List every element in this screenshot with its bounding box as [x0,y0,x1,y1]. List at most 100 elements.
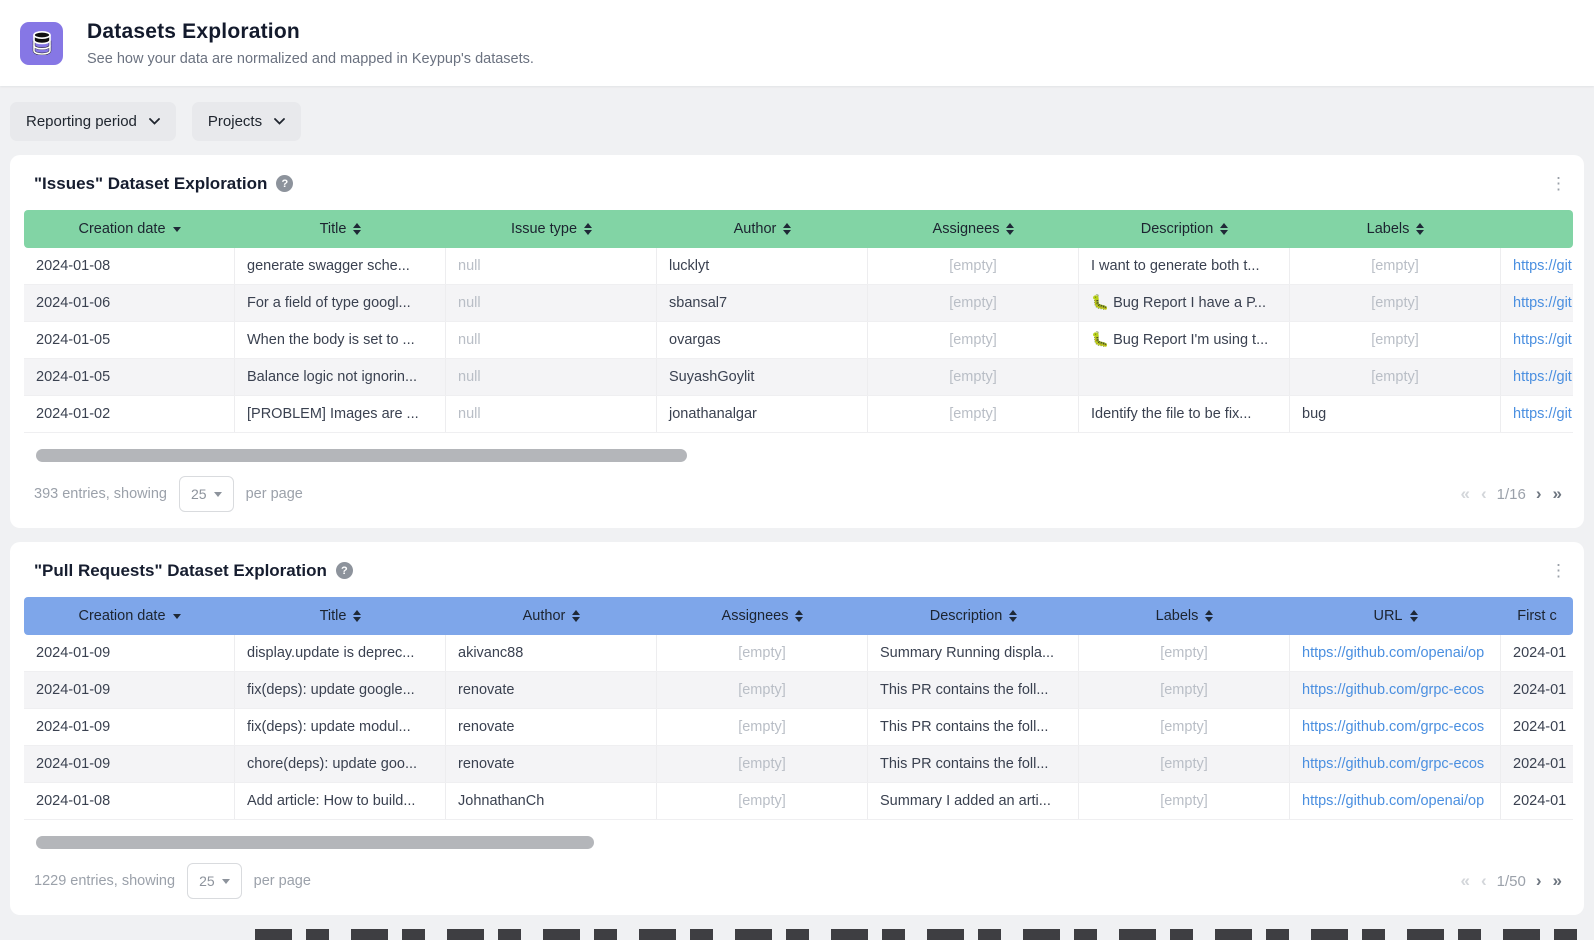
previous-page-button[interactable]: ‹ [1480,484,1487,503]
url-link[interactable]: https://github.com/openai/op [1290,783,1501,819]
column-header[interactable]: Labels [1290,210,1501,248]
help-icon[interactable]: ? [276,175,294,192]
page-header: Datasets Exploration See how your data a… [0,0,1594,86]
column-header[interactable]: Labels [1079,597,1290,635]
table-cell: [empty] [1290,359,1501,395]
table-cell: ovargas [657,322,868,358]
column-header-label: Labels [1366,221,1410,237]
table-row: 2024-01-05 Balance logic not ignorin... nu… [24,359,1573,396]
help-icon[interactable]: ? [335,562,353,579]
last-page-button[interactable]: » [1552,871,1562,890]
page-title: Datasets Exploration [87,19,300,43]
kebab-menu-icon[interactable]: ⋮ [1544,173,1573,194]
table-cell: This PR contains the foll... [868,672,1079,708]
table-cell: 2024-01 [1513,682,1567,698]
table-row: 2024-01-09 fix(deps): update google... ren… [24,672,1573,709]
url-link[interactable]: https://github.com/grpc-ecos [1290,709,1501,745]
url-link[interactable]: https://github.com/grpc-ecos [1290,672,1501,708]
table-cell: 2024-01-09 [24,746,235,782]
table-row: 2024-01-09 chore(deps): update goo... reno… [24,746,1573,783]
column-header[interactable]: URL [1290,597,1501,635]
column-header-label: Title [319,608,347,624]
table-cell [1079,359,1290,395]
horizontal-scrollbar[interactable] [36,449,687,462]
table-cell: 2024-01-08 [24,248,235,284]
table-cell: 2024-01-09 [24,672,235,708]
table-cell: JohnathanCh [446,783,657,819]
reporting-period-filter-label: Reporting period [26,113,137,130]
pull-requests-table-body: 2024-01-09 display.update is deprec... aki… [24,635,1573,820]
url-link[interactable]: https://git [1513,406,1572,422]
page-size-select[interactable]: 25 [187,863,242,899]
table-cell: 2024-01-06 [24,285,235,321]
column-header[interactable]: Description [1079,210,1290,248]
url-link[interactable]: https://git [1513,332,1572,348]
url-link[interactable]: https://github.com/grpc-ecos [1290,746,1501,782]
table-cell: 🐛 Bug Report I'm using t... [1079,322,1290,358]
table-cell: sbansal7 [657,285,868,321]
page-size-select[interactable]: 25 [179,476,234,512]
horizontal-scrollbar[interactable] [36,836,594,849]
table-row: 2024-01-06 For a field of type googl... nu… [24,285,1573,322]
column-header-label: Issue type [510,221,578,237]
column-header[interactable]: Assignees [657,597,868,635]
next-page-button[interactable]: › [1535,871,1542,890]
page-subtitle: See how your data are normalized and map… [87,50,534,67]
page-size-value: 25 [199,873,215,889]
pagination: « ‹ 1/16 › » [1460,484,1563,504]
url-link[interactable]: https://git [1513,295,1572,311]
table-cell: [empty] [657,746,868,782]
table-cell: chore(deps): update goo... [235,746,446,782]
table-cell: 2024-01-09 [24,635,235,671]
cutoff-content-strip [255,929,1594,940]
url-link[interactable]: https://github.com/openai/op [1290,635,1501,671]
table-cell: I want to generate both t... [1079,248,1290,284]
reporting-period-filter-button[interactable]: Reporting period [10,102,176,141]
sort-arrows-icon [783,223,792,235]
column-header[interactable]: Author [446,597,657,635]
pagination: « ‹ 1/50 › » [1460,871,1563,891]
table-cell: 2024-01-08 [24,783,235,819]
column-header-label: URL [1373,608,1403,624]
first-page-button[interactable]: « [1460,871,1470,890]
table-row: 2024-01-05 When the body is set to ... nul… [24,322,1573,359]
table-cell: [empty] [1079,783,1290,819]
entries-count-label: 393 entries, showing [34,486,167,502]
column-header[interactable]: Assignees [868,210,1079,248]
table-cell: [empty] [657,709,868,745]
projects-filter-button[interactable]: Projects [191,102,302,141]
column-header[interactable]: Creation date [24,210,235,248]
column-header[interactable]: Issue type [446,210,657,248]
sort-arrows-icon [1009,610,1018,622]
table-cell: [empty] [1079,672,1290,708]
sort-arrows-icon [1220,223,1229,235]
last-page-button[interactable]: » [1552,484,1562,503]
table-cell: [empty] [868,322,1079,358]
table-cell: bug [1290,396,1501,432]
column-header-label: Creation date [78,608,166,624]
next-page-button[interactable]: › [1535,484,1542,503]
url-link[interactable]: https://git [1513,369,1572,385]
first-page-button[interactable]: « [1460,484,1470,503]
table-cell: [empty] [868,248,1079,284]
url-link[interactable]: https://git [1513,258,1572,274]
table-cell: null [446,248,657,284]
table-cell: [empty] [657,635,868,671]
per-page-label: per page [253,873,311,889]
table-cell: renovate [446,746,657,782]
column-header[interactable]: Creation date [24,597,235,635]
table-cell: [empty] [868,285,1079,321]
column-header[interactable]: Title [235,210,446,248]
column-header: First c [1501,597,1573,635]
datasets-app-icon [20,21,63,65]
table-cell: lucklyt [657,248,868,284]
column-header[interactable]: Title [235,597,446,635]
table-cell: SuyashGoylit [657,359,868,395]
column-header[interactable]: Description [868,597,1079,635]
kebab-menu-icon[interactable]: ⋮ [1544,560,1573,581]
issues-table-header: Creation date Title Issue type Author Assign… [24,210,1573,248]
column-header[interactable]: Author [657,210,868,248]
chevron-down-icon [149,118,160,125]
table-cell: Identify the file to be fix... [1079,396,1290,432]
previous-page-button[interactable]: ‹ [1480,871,1487,890]
